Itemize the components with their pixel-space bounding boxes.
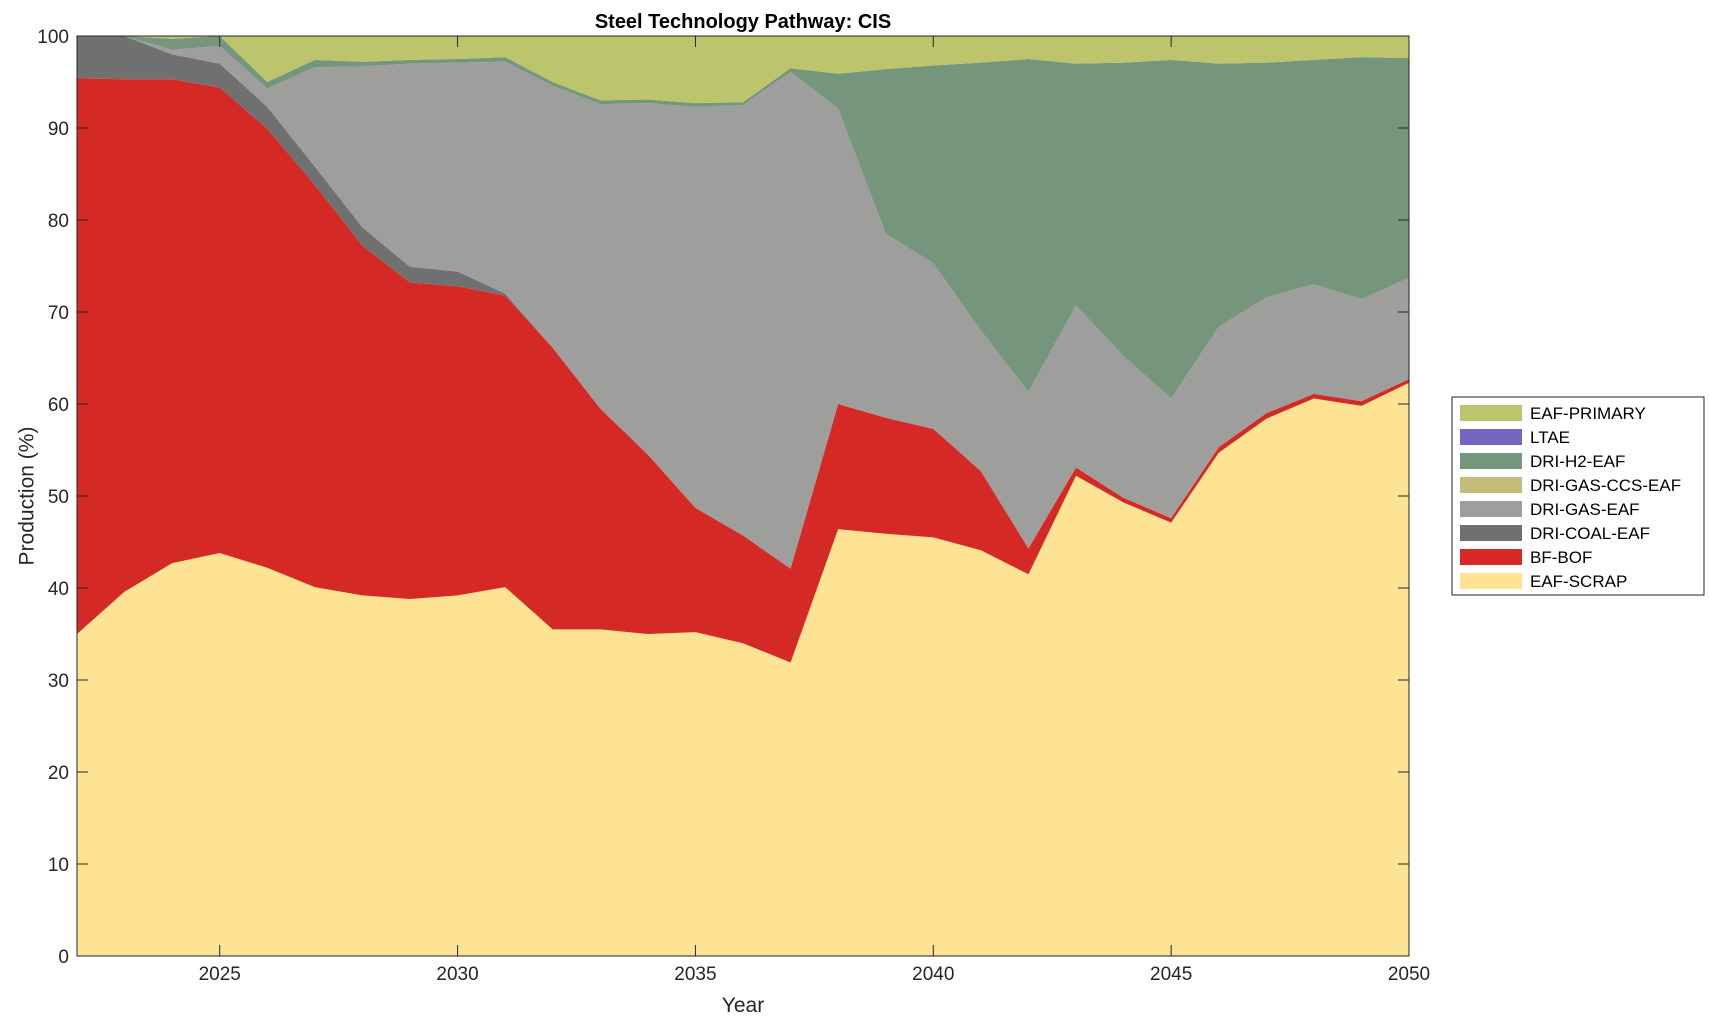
area-dri-h2-eaf: [77, 36, 1409, 399]
legend-swatch-dri-gas-ccs-eaf: [1460, 477, 1522, 493]
chart-title: Steel Technology Pathway: CIS: [595, 11, 891, 33]
y-tick-label: 90: [48, 119, 69, 140]
legend-label-dri-gas-eaf: DRI-GAS-EAF: [1530, 500, 1640, 519]
legend-label-eaf-primary: EAF-PRIMARY: [1530, 404, 1646, 423]
area-dri-gas-eaf: [77, 36, 1409, 569]
y-tick-label: 70: [48, 303, 69, 324]
legend-label-dri-h2-eaf: DRI-H2-EAF: [1530, 452, 1625, 471]
legend-swatch-dri-coal-eaf: [1460, 525, 1522, 541]
y-tick-label: 40: [48, 579, 69, 600]
legend-swatch-dri-gas-eaf: [1460, 501, 1522, 517]
area-bf-bof: [77, 78, 1409, 663]
y-tick-label: 0: [58, 947, 69, 968]
x-tick-label: 2045: [1150, 964, 1192, 985]
y-tick-label: 20: [48, 763, 69, 784]
y-tick-label: 10: [48, 855, 69, 876]
x-tick-label: 2035: [674, 964, 716, 985]
legend-label-bf-bof: BF-BOF: [1530, 548, 1592, 567]
x-axis-title: Year: [722, 994, 764, 1017]
legend-swatch-bf-bof: [1460, 549, 1522, 565]
x-tick-label: 2050: [1388, 964, 1430, 985]
legend-swatch-ltae: [1460, 429, 1522, 445]
legend-swatch-eaf-primary: [1460, 405, 1522, 421]
legend-label-eaf-scrap: EAF-SCRAP: [1530, 572, 1627, 591]
y-tick-label: 60: [48, 395, 69, 416]
x-tick-label: 2040: [912, 964, 954, 985]
area-eaf-primary: [77, 36, 1409, 104]
y-tick-label: 100: [37, 27, 69, 48]
area-eaf-scrap: [77, 382, 1409, 957]
legend-items: EAF-PRIMARY LTAE DRI-H2-EAF DRI-GAS-CCS-EAF…: [1460, 404, 1681, 591]
y-tick-label: 50: [48, 487, 69, 508]
legend-label-dri-gas-ccs-eaf: DRI-GAS-CCS-EAF: [1530, 476, 1681, 495]
y-tick-label: 30: [48, 671, 69, 692]
legend-label-ltae: LTAE: [1530, 428, 1570, 447]
x-tick-label: 2030: [436, 964, 478, 985]
y-axis-title: Production (%): [15, 427, 38, 566]
y-tick-label: 80: [48, 211, 69, 232]
area-series-layer: [77, 36, 1409, 957]
legend: EAF-PRIMARY LTAE DRI-H2-EAF DRI-GAS-CCS-EAF…: [1451, 396, 1705, 596]
legend-swatch-dri-h2-eaf: [1460, 453, 1522, 469]
legend-swatch-eaf-scrap: [1460, 573, 1522, 589]
legend-label-dri-coal-eaf: DRI-COAL-EAF: [1530, 524, 1650, 543]
x-tick-label: 2025: [199, 964, 241, 985]
